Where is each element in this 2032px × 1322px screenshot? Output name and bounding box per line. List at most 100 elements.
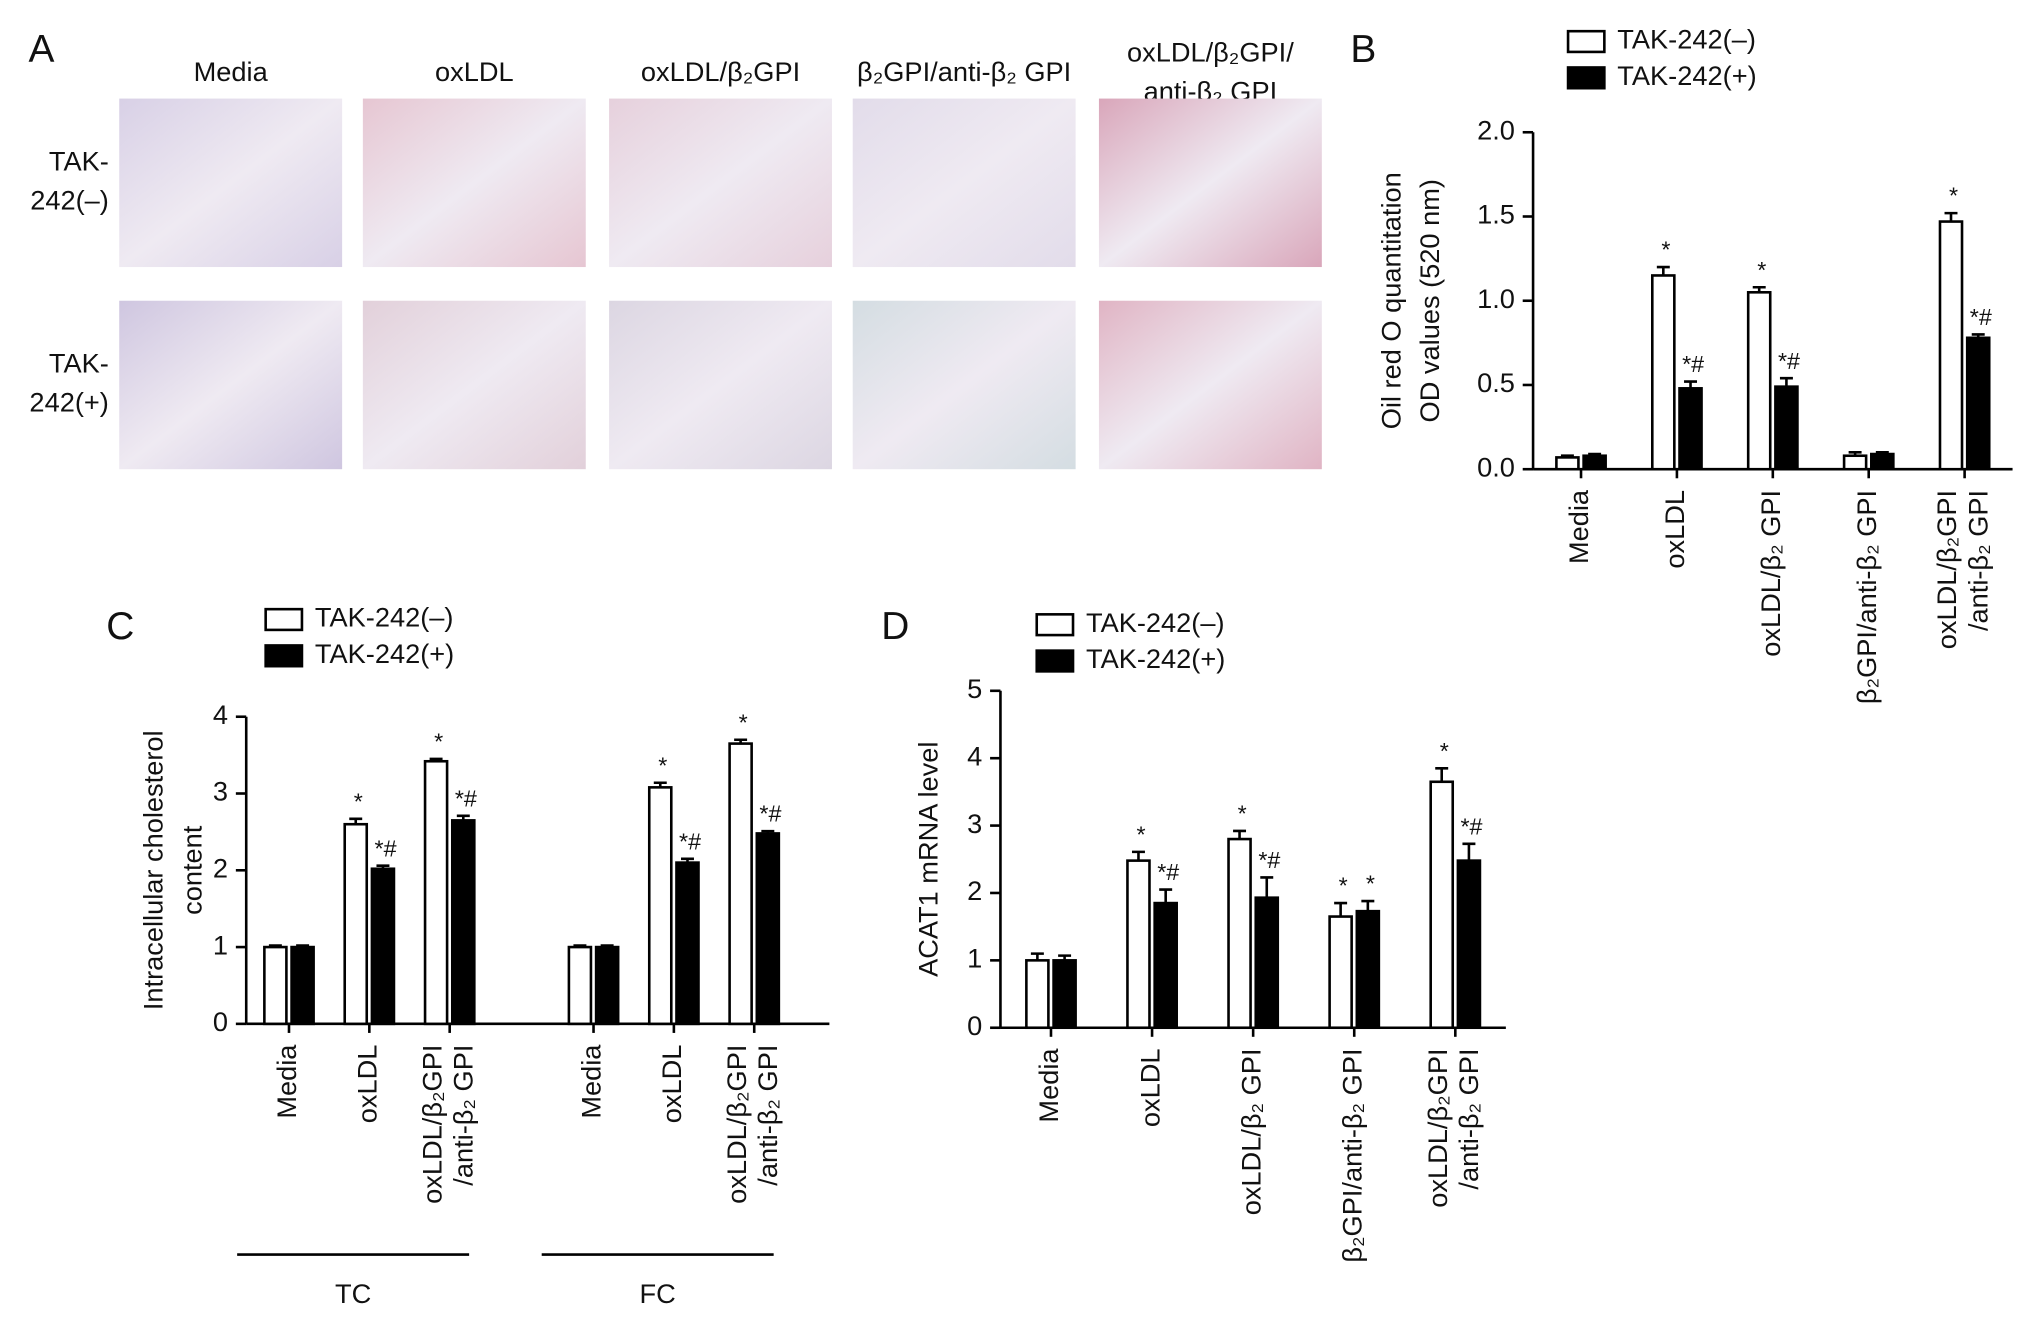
bar [1555, 456, 1580, 471]
bar [1842, 454, 1868, 471]
annotation: *# [1682, 351, 1704, 377]
bar [1227, 837, 1252, 1030]
y-tick-label: 1.5 [1477, 199, 1515, 230]
y-tick-label: 3 [967, 808, 982, 839]
y-tick-label: 1.0 [1477, 283, 1515, 314]
column-label: β₂GPI/anti-β₂ GPI [857, 56, 1071, 87]
y-tick-label: 4 [213, 699, 228, 730]
panel-label: D [881, 605, 909, 648]
error-bar [1030, 952, 1044, 961]
error-bar [268, 944, 282, 948]
y-tick-label: 0.0 [1477, 451, 1515, 482]
y-tick-label: 1 [967, 943, 982, 974]
bar [728, 742, 753, 1026]
bar [1651, 274, 1676, 471]
micrograph [119, 98, 343, 268]
error-bar [1260, 876, 1274, 898]
x-tick-label: oxLDL/β₂GPI [1422, 1048, 1453, 1207]
bar [263, 945, 288, 1026]
x-tick-label: oxLDL/β₂GPI [721, 1045, 752, 1204]
y-tick-label: 1 [213, 929, 228, 960]
y-tick-label: 3 [213, 776, 228, 807]
annotation: * [739, 709, 748, 735]
bar [1938, 220, 1964, 471]
bar [450, 819, 476, 1026]
bar [1429, 780, 1455, 1030]
error-bar [376, 864, 390, 869]
y-axis-label: OD values (520 nm) [1414, 179, 1445, 422]
column-label: Media [194, 56, 269, 87]
legend-label: TAK-242(–) [1617, 24, 1756, 55]
y-axis-label: Oil red O quantitation [1375, 172, 1406, 429]
group-label: TC [335, 1278, 371, 1309]
annotation: *# [1258, 847, 1280, 873]
micrograph [362, 98, 586, 268]
error-bar [573, 944, 587, 948]
annotation: *# [375, 835, 397, 861]
bar [1025, 959, 1050, 1030]
x-tick-label: /anti-β₂ GPI [752, 1045, 783, 1186]
row-label: 242(–) [30, 184, 109, 215]
annotation: *# [759, 801, 781, 827]
annotation: * [354, 788, 363, 814]
bar [594, 945, 620, 1026]
x-tick-label: oxLDL/β₂ GPI [1235, 1048, 1266, 1215]
legend-label: TAK-242(–) [315, 602, 454, 633]
x-tick-label: β₂GPI/anti-β₂ GPI [1336, 1048, 1367, 1262]
legend-swatch [1035, 649, 1075, 673]
y-tick-label: 4 [967, 740, 982, 771]
x-tick-label: oxLDL [1134, 1048, 1165, 1127]
bar [290, 945, 315, 1026]
error-bar [429, 757, 443, 762]
micrograph [119, 300, 343, 470]
error-bar [1875, 451, 1889, 455]
annotation: * [658, 752, 667, 778]
column-label: oxLDL [435, 56, 514, 87]
x-tick-label: oxLDL [656, 1045, 687, 1124]
annotation: *# [1778, 348, 1800, 374]
micrograph [852, 98, 1076, 268]
annotation: * [1366, 871, 1375, 897]
annotation: * [434, 729, 443, 755]
legend-label: TAK-242(–) [1086, 607, 1225, 638]
micrograph [609, 300, 832, 470]
column-label: oxLDL/β₂GPI [641, 56, 800, 87]
x-tick-label: oxLDL [1659, 490, 1690, 569]
legend-label: TAK-242(+) [315, 638, 454, 669]
y-tick-label: 0 [213, 1006, 228, 1037]
x-tick-label: /anti-β₂ GPI [1962, 490, 1993, 631]
annotation: *# [1157, 859, 1179, 885]
bar [370, 867, 396, 1026]
error-bar [296, 944, 310, 948]
annotation: * [1137, 821, 1146, 847]
row-label: 242(+) [29, 387, 108, 418]
x-tick-label: oxLDL/β₂GPI [416, 1045, 447, 1204]
annotation: * [1757, 257, 1766, 283]
bar [423, 759, 449, 1026]
annotation: *# [1460, 813, 1482, 839]
error-bar [1656, 265, 1670, 276]
y-axis-label: content [177, 825, 208, 915]
bar [1153, 901, 1178, 1030]
bar [1456, 859, 1482, 1030]
error-bar [349, 817, 363, 825]
legend-swatch [1566, 29, 1606, 54]
error-bar [1779, 376, 1793, 387]
y-tick-label: 2 [967, 875, 982, 906]
y-tick-label: 0 [967, 1010, 982, 1041]
error-bar [600, 944, 614, 948]
panel-label: C [106, 605, 134, 648]
error-bar [456, 814, 470, 821]
x-tick-label: Media [576, 1044, 607, 1119]
row-label: TAK- [49, 348, 109, 379]
legend-label: TAK-242(+) [1086, 643, 1225, 674]
bar [1052, 959, 1077, 1030]
bar [675, 861, 700, 1026]
error-bar [761, 829, 775, 834]
error-bar [1684, 380, 1698, 389]
x-tick-label: oxLDL/β₂ GPI [1755, 490, 1786, 657]
bar [1254, 896, 1280, 1030]
bar [567, 945, 593, 1026]
